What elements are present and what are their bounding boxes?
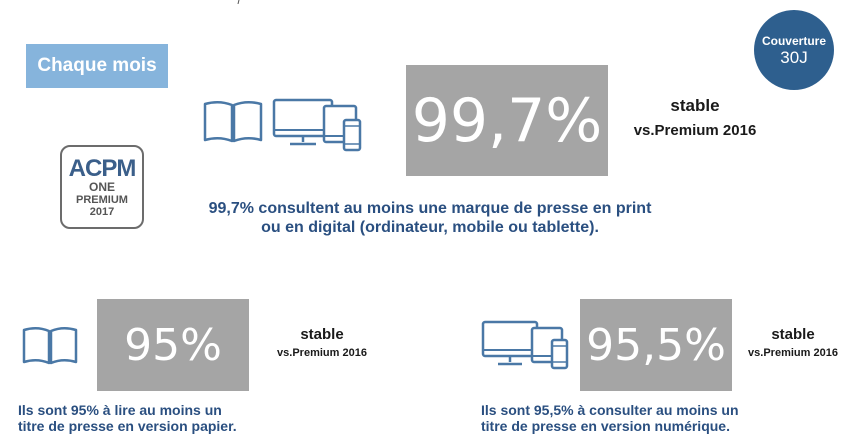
smartphone-icon	[342, 118, 362, 152]
print-stat-value-text: 95%	[124, 319, 222, 371]
main-stat-trend-label: stable	[670, 96, 720, 115]
open-book-icon	[22, 326, 78, 366]
print-description-line2: titre de presse en version papier.	[18, 418, 237, 434]
coverage-badge: Couverture 30J	[754, 10, 834, 90]
digital-description-line2: titre de presse en version numérique.	[481, 418, 730, 434]
print-stat-trend-label: stable	[300, 326, 344, 343]
main-stat-value-text: 99,7%	[411, 85, 603, 156]
main-stat-trend: stable vs.Premium 2016	[620, 96, 770, 139]
digital-stat-value-text: 95,5%	[586, 319, 726, 371]
logo-line-year: 2017	[89, 205, 115, 218]
tab-label: Chaque mois	[26, 44, 168, 88]
smartphone-icon	[550, 338, 569, 370]
open-book-icon	[203, 100, 263, 144]
print-stat-description: Ils sont 95% à lire au moins un titre de…	[18, 402, 318, 434]
logo-brand: ACPM	[68, 154, 137, 182]
logo-line-premium: PREMIUM	[76, 193, 128, 206]
print-stat-trend: stable vs.Premium 2016	[262, 326, 382, 359]
print-description-line1: Ils sont 95% à lire au moins un	[18, 402, 222, 418]
digital-stat-value: 95,5%	[580, 299, 732, 391]
digital-stat-comparison: vs.Premium 2016	[748, 347, 838, 359]
digital-description-line1: Ils sont 95,5% à consulter au moins un	[481, 402, 739, 418]
digital-stat-trend-label: stable	[771, 326, 815, 343]
digital-stat-trend: stable vs.Premium 2016	[738, 326, 848, 359]
main-description-line2: ou en digital (ordinateur, mobile ou tab…	[261, 219, 599, 236]
top-edge-mark	[236, 0, 242, 4]
tab-label-text: Chaque mois	[37, 55, 157, 76]
main-stat-comparison: vs.Premium 2016	[633, 122, 757, 139]
print-stat-comparison: vs.Premium 2016	[277, 347, 367, 359]
coverage-label: Couverture	[761, 33, 826, 48]
main-stat-description: 99,7% consultent au moins une marque de …	[170, 199, 690, 237]
logo-line-one: ONE	[88, 179, 115, 194]
coverage-period: 30J	[780, 47, 808, 67]
main-stat-value: 99,7%	[406, 65, 608, 176]
print-stat-value: 95%	[97, 299, 249, 391]
main-description-line1: 99,7% consultent au moins une marque de …	[208, 200, 652, 217]
digital-stat-description: Ils sont 95,5% à consulter au moins un t…	[481, 402, 821, 434]
acpm-logo: ACPM ONE PREMIUM 2017	[60, 145, 144, 229]
